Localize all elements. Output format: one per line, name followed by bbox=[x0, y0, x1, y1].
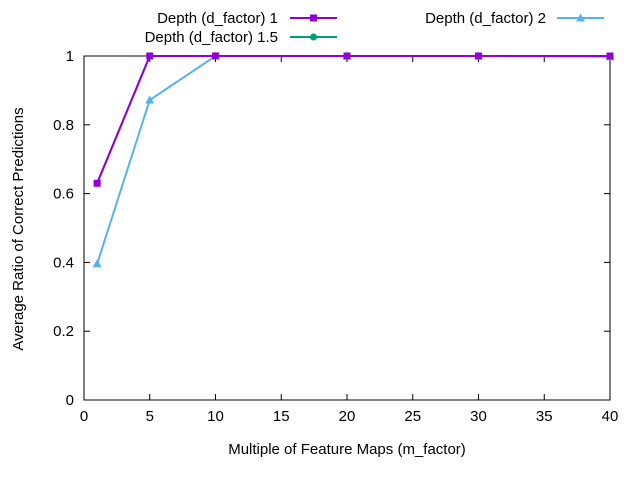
data-point bbox=[145, 95, 155, 104]
legend-marker bbox=[576, 13, 585, 22]
data-point bbox=[606, 52, 614, 60]
legend-marker bbox=[310, 14, 317, 22]
y-tick-label: 0 bbox=[66, 392, 74, 409]
data-point bbox=[475, 52, 482, 60]
y-tick-label: 0.2 bbox=[53, 323, 74, 340]
x-tick-label: 40 bbox=[602, 408, 619, 425]
series-line bbox=[96, 55, 611, 265]
x-tick-label: 5 bbox=[146, 408, 154, 425]
x-tick-label: 25 bbox=[404, 408, 421, 425]
series-line bbox=[96, 55, 610, 184]
data-point bbox=[212, 52, 219, 60]
x-tick-label: 10 bbox=[207, 408, 224, 425]
y-tick-label: 0.8 bbox=[53, 117, 74, 134]
y-tick-label: 0.6 bbox=[53, 186, 74, 203]
series-line bbox=[96, 55, 610, 184]
legend-label: Depth (d_factor) 2 bbox=[425, 10, 546, 27]
data-point bbox=[343, 52, 351, 60]
y-axis-title: Average Ratio of Correct Predictions bbox=[10, 107, 27, 350]
y-tick-label: 0.4 bbox=[53, 254, 74, 271]
y-tick-label: 1 bbox=[66, 48, 74, 65]
data-point bbox=[92, 259, 102, 268]
data-point bbox=[93, 179, 101, 187]
legend-marker bbox=[310, 33, 317, 41]
x-tick-label: 35 bbox=[536, 408, 553, 425]
x-tick-label: 20 bbox=[339, 408, 356, 425]
x-axis-title: Multiple of Feature Maps (m_factor) bbox=[228, 441, 466, 458]
plot-area: 0 5 10 15 20 25 30 35 40 0 0.2 0.4 0.6 0.8 1 bbox=[53, 48, 618, 425]
data-point bbox=[146, 52, 154, 60]
legend-label: Depth (d_factor) 1.5 bbox=[145, 29, 278, 46]
legend: Depth (d_factor) 1 Depth (d_factor) 1.5 De… bbox=[145, 10, 604, 46]
legend-label: Depth (d_factor) 1 bbox=[157, 10, 278, 27]
x-tick-label: 15 bbox=[273, 408, 290, 425]
x-tick-label: 30 bbox=[470, 408, 487, 425]
plot-frame bbox=[83, 55, 611, 401]
x-tick-label: 0 bbox=[80, 408, 88, 425]
